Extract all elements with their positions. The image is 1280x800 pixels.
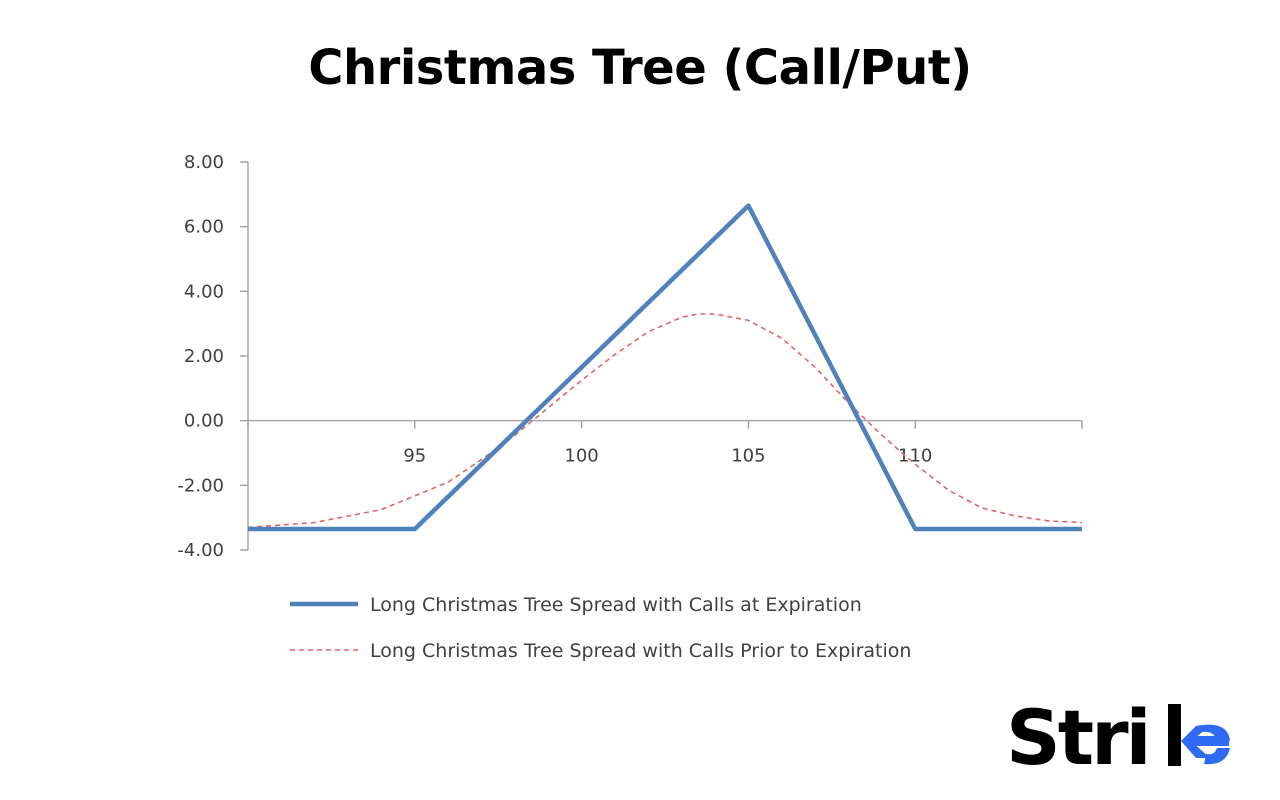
y-tick-label: 2.00 [184, 346, 224, 367]
axes: -4.00 -2.00 0.00 2.00 4.00 6.00 8.00 95 100 105 11… [177, 152, 1083, 561]
x-tick-label: 105 [731, 446, 765, 467]
series-layer [247, 203, 1083, 532]
series-at-expiration-line [248, 203, 1082, 532]
y-tick-label: 6.00 [184, 217, 224, 238]
y-tick-label: 0.00 [184, 411, 224, 432]
y-tick-label: 4.00 [184, 281, 224, 302]
strike-e-arc [1196, 724, 1230, 741]
x-tick-label: 100 [564, 446, 598, 467]
strike-e-arc-lower [1204, 748, 1230, 765]
y-tick-label: -4.00 [177, 540, 224, 561]
y-tick-label: -2.00 [177, 475, 224, 496]
strike-k-icon [1168, 704, 1230, 766]
series-prior-to-expiration-line [247, 313, 1083, 529]
legend-label: Long Christmas Tree Spread with Calls Pr… [370, 640, 911, 662]
legend-label: Long Christmas Tree Spread with Calls at… [370, 594, 862, 616]
legend: Long Christmas Tree Spread with Calls at… [290, 594, 911, 662]
strike-k-arrow-lower [1181, 741, 1210, 758]
x-tick-label: 95 [403, 446, 426, 467]
strike-e-bar [1189, 736, 1229, 746]
x-tick-label: 110 [898, 446, 932, 467]
y-tick-label: 8.00 [184, 152, 224, 173]
strike-logo: Stri [1006, 696, 1230, 776]
strike-logo-text: Stri [1006, 696, 1149, 776]
chart-title: Christmas Tree (Call/Put) [308, 40, 972, 96]
